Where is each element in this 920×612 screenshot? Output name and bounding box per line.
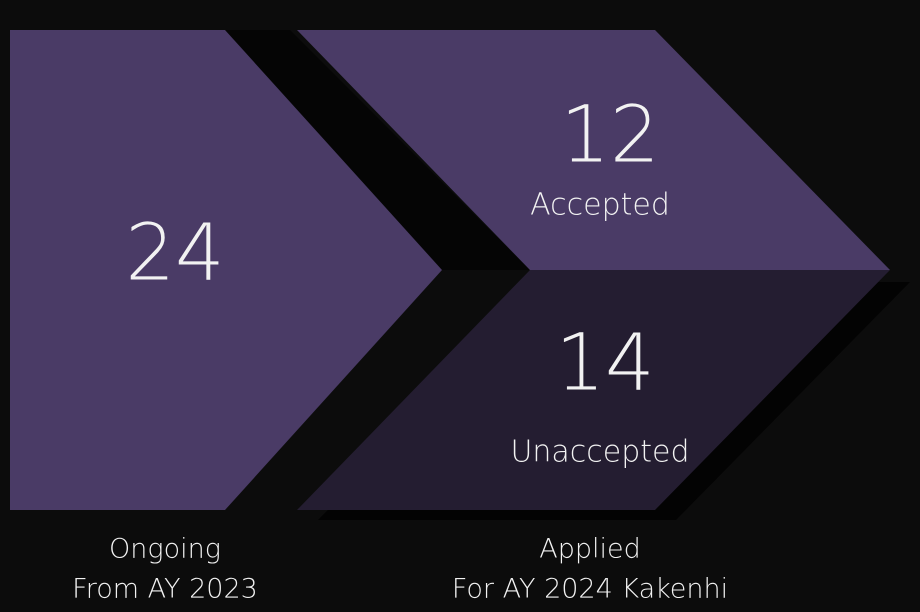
- caption: From AY 2023: [72, 574, 258, 605]
- caption: Ongoing: [109, 534, 221, 565]
- unaccepted-label: Unaccepted: [510, 435, 689, 470]
- accepted-count: 12: [560, 91, 659, 181]
- accepted-label: Accepted: [530, 188, 670, 223]
- unaccepted-count: 14: [555, 319, 654, 409]
- ongoing-count: 24: [125, 209, 224, 299]
- accepted-shape: [297, 30, 890, 270]
- unaccepted-shape: [297, 270, 890, 510]
- caption: Applied: [539, 534, 641, 565]
- ongoing-chevron: [10, 30, 442, 510]
- caption: For AY 2024 Kakenhi: [452, 574, 728, 605]
